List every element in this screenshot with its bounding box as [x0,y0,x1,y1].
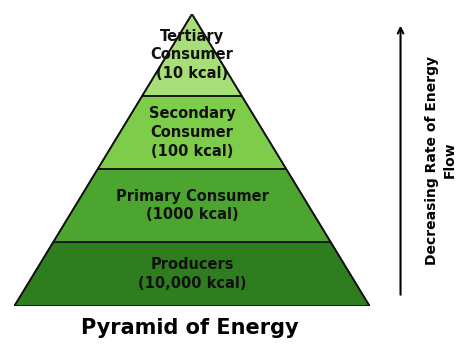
Text: Tertiary
Consumer
(10 kcal): Tertiary Consumer (10 kcal) [151,29,233,81]
Text: Producers
(10,000 kcal): Producers (10,000 kcal) [138,257,246,291]
Polygon shape [14,242,370,306]
Text: Pyramid of Energy: Pyramid of Energy [81,318,299,338]
Text: Secondary
Consumer
(100 kcal): Secondary Consumer (100 kcal) [148,106,236,158]
Polygon shape [53,169,331,242]
Text: Primary Consumer
(1000 kcal): Primary Consumer (1000 kcal) [116,189,268,222]
Polygon shape [98,96,286,169]
Text: Decreasing Rate of Energy
Flow: Decreasing Rate of Energy Flow [425,56,456,265]
Polygon shape [142,14,242,96]
